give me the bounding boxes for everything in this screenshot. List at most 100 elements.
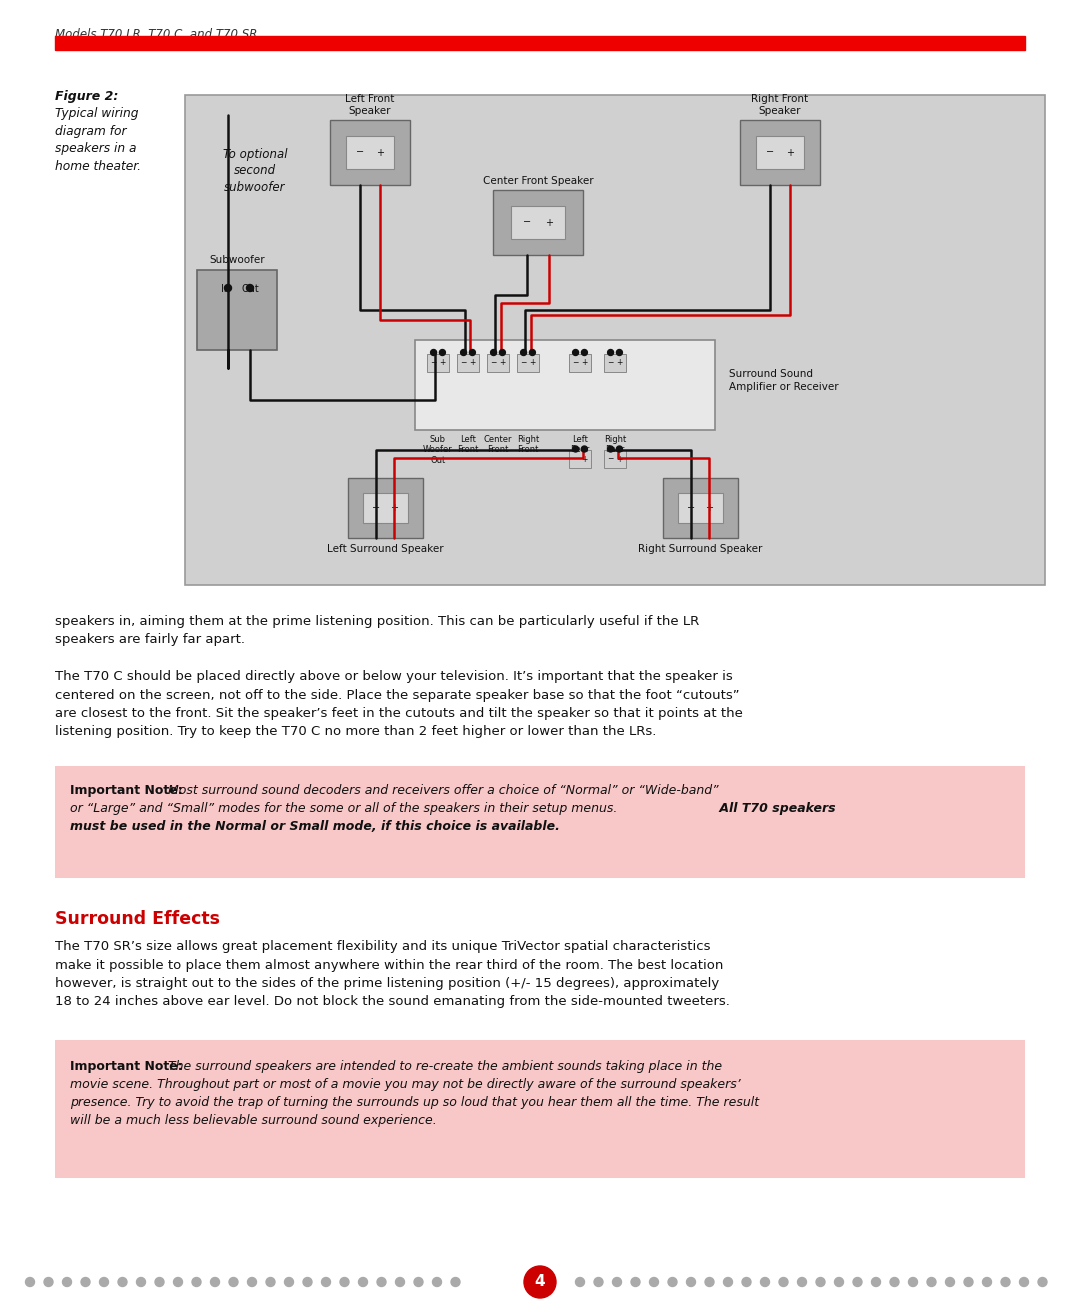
Circle shape	[99, 1277, 108, 1286]
Text: −: −	[523, 218, 531, 228]
Circle shape	[779, 1277, 788, 1286]
Text: Left
Front: Left Front	[457, 435, 478, 455]
Bar	[197, 270, 276, 350]
Circle shape	[760, 1277, 769, 1286]
Circle shape	[225, 284, 231, 291]
Text: −: −	[356, 148, 364, 157]
Bar	[363, 493, 407, 523]
Circle shape	[524, 1266, 556, 1298]
Bar	[55, 766, 1025, 878]
Circle shape	[853, 1277, 862, 1286]
Text: −: −	[767, 148, 774, 157]
Text: Center
Front: Center Front	[484, 435, 512, 455]
Text: −: −	[687, 503, 696, 513]
Text: +: +	[469, 358, 475, 367]
Text: Figure 2:: Figure 2:	[55, 90, 119, 104]
Text: The T70 C should be placed directly above or below your television. It’s importa: The T70 C should be placed directly abov…	[55, 670, 743, 738]
Circle shape	[26, 1277, 35, 1286]
Bar	[569, 354, 591, 371]
Text: Subwoofer: Subwoofer	[210, 256, 265, 265]
Circle shape	[211, 1277, 219, 1286]
Circle shape	[470, 350, 475, 355]
Text: speakers in, aiming them at the prime listening position. This can be particular: speakers in, aiming them at the prime li…	[55, 615, 699, 646]
Circle shape	[742, 1277, 751, 1286]
Text: Important Note:: Important Note:	[70, 1061, 183, 1072]
Text: −: −	[521, 358, 527, 367]
Circle shape	[1020, 1277, 1028, 1286]
Circle shape	[266, 1277, 275, 1286]
Text: −: −	[460, 358, 467, 367]
Bar	[756, 136, 804, 169]
Circle shape	[1038, 1277, 1047, 1286]
Circle shape	[246, 284, 254, 291]
Text: Center Front Speaker: Center Front Speaker	[483, 176, 593, 186]
Circle shape	[669, 1277, 677, 1286]
Text: In: In	[221, 284, 230, 294]
Circle shape	[136, 1277, 146, 1286]
Text: movie scene. Throughout part or most of a movie you may not be directly aware of: movie scene. Throughout part or most of …	[70, 1078, 741, 1091]
Circle shape	[340, 1277, 349, 1286]
Circle shape	[572, 350, 579, 355]
Circle shape	[247, 1277, 257, 1286]
Circle shape	[303, 1277, 312, 1286]
Text: +: +	[785, 148, 794, 157]
Circle shape	[724, 1277, 732, 1286]
Text: All T70 speakers: All T70 speakers	[715, 802, 836, 815]
Circle shape	[1001, 1277, 1010, 1286]
Text: Most surround sound decoders and receivers offer a choice of “Normal” or “Wide-b: Most surround sound decoders and receive…	[168, 784, 718, 797]
Bar	[457, 354, 480, 371]
Circle shape	[835, 1277, 843, 1286]
Circle shape	[964, 1277, 973, 1286]
Circle shape	[414, 1277, 423, 1286]
Bar	[55, 1040, 1025, 1179]
Bar	[511, 206, 565, 239]
Bar	[662, 479, 738, 538]
Bar	[348, 479, 422, 538]
Circle shape	[192, 1277, 201, 1286]
Text: Typical wiring
diagram for
speakers in a
home theater.: Typical wiring diagram for speakers in a…	[55, 108, 141, 173]
Circle shape	[797, 1277, 807, 1286]
Text: Left Surround Speaker: Left Surround Speaker	[326, 544, 443, 555]
Text: +: +	[529, 358, 536, 367]
Text: 4: 4	[535, 1274, 545, 1290]
Circle shape	[499, 350, 505, 355]
Circle shape	[983, 1277, 991, 1286]
Text: +: +	[617, 455, 622, 464]
Text: Models T70 LR, T70 C, and T70 SR: Models T70 LR, T70 C, and T70 SR	[55, 28, 257, 41]
Text: To optional
second
subwoofer: To optional second subwoofer	[222, 148, 287, 194]
Circle shape	[322, 1277, 330, 1286]
Bar	[677, 493, 723, 523]
Text: −: −	[490, 358, 497, 367]
Bar	[55, 35, 1025, 50]
Text: −: −	[431, 358, 436, 367]
Circle shape	[927, 1277, 936, 1286]
Circle shape	[872, 1277, 880, 1286]
Text: +: +	[390, 503, 399, 513]
Bar	[517, 354, 539, 371]
Text: −: −	[572, 358, 579, 367]
Text: Right Front
Speaker: Right Front Speaker	[752, 93, 809, 115]
Text: +: +	[544, 218, 553, 228]
Bar	[604, 354, 626, 371]
Text: Surround Sound
Amplifier or Receiver: Surround Sound Amplifier or Receiver	[729, 368, 839, 392]
Circle shape	[908, 1277, 918, 1286]
Bar	[492, 190, 583, 256]
Text: Right
Front: Right Front	[517, 435, 539, 455]
Circle shape	[118, 1277, 127, 1286]
Text: +: +	[581, 358, 588, 367]
Circle shape	[156, 1277, 164, 1286]
Circle shape	[81, 1277, 90, 1286]
Circle shape	[617, 350, 622, 355]
Circle shape	[63, 1277, 71, 1286]
Circle shape	[687, 1277, 696, 1286]
Circle shape	[431, 350, 436, 355]
Text: Important Note:: Important Note:	[70, 784, 183, 797]
Text: +: +	[705, 503, 713, 513]
Circle shape	[608, 446, 613, 452]
Circle shape	[395, 1277, 405, 1286]
Circle shape	[521, 350, 527, 355]
Text: −: −	[372, 503, 380, 513]
Circle shape	[581, 350, 588, 355]
Circle shape	[432, 1277, 442, 1286]
Text: will be a much less believable surround sound experience.: will be a much less believable surround …	[70, 1114, 436, 1127]
